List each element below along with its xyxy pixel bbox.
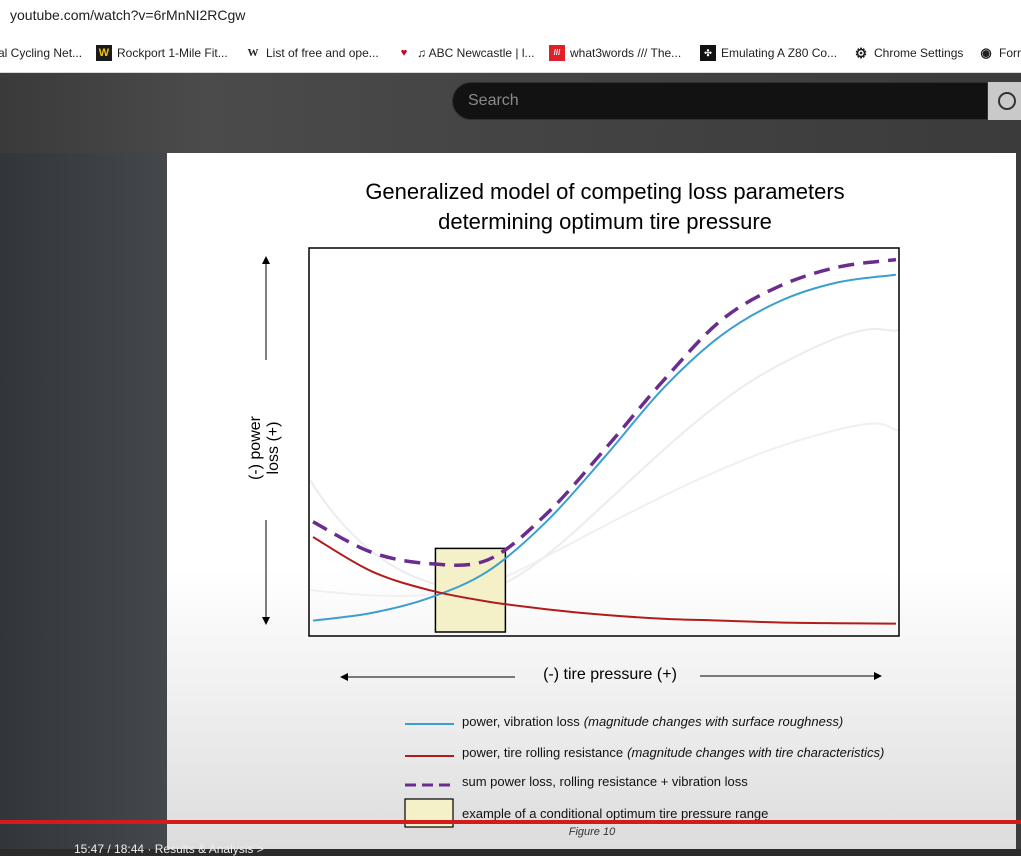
chart-title-line-1: Generalized model of competing loss para… [365,179,845,204]
bookmark-z80[interactable]: ✣ Emulating A Z80 Co... [700,44,837,62]
y-axis-label: (-) power loss (+) [247,416,282,481]
search-button[interactable] [988,82,1021,120]
video-time: 15:47 / 18:44 · Results & Analysis > [74,842,264,856]
w-logo-icon: W [96,45,112,61]
gear-icon: ⚙ [854,45,868,61]
bookmark-wikipedia[interactable]: W List of free and ope... [245,44,379,62]
series-line-0 [312,273,897,622]
video-controls: 15:47 / 18:44 · Results & Analysis > [0,826,1021,856]
legend-sum-power-loss: sum power loss, rolling resistance + vib… [404,770,748,792]
bookmark-cycling[interactable]: al Cycling Net... [0,46,83,60]
x-axis-label: (-) tire pressure (+) [543,666,677,683]
series-line-2 [312,257,897,568]
legend-rolling-resistance: power, tire rolling resistance (magnitude… [404,741,884,763]
search-icon [998,92,1016,110]
wikipedia-icon: W [247,47,259,59]
bookmark-what3words[interactable]: /// what3words /// The... [549,44,681,62]
ghost-curve-2 [309,422,901,597]
series-line-1 [312,536,897,625]
bookmarks-bar: al Cycling Net... W Rockport 1-Mile Fit.… [0,33,1021,73]
video-right-edge [1016,153,1021,849]
video-progress-bar[interactable] [0,820,1021,824]
figure-caption: Figure 10 [568,826,616,838]
legend-swatch-sum [405,783,454,787]
search-placeholder: Search [468,92,519,109]
z80-icon: ✣ [700,45,716,61]
series-layer [312,257,897,625]
what3words-icon: /// [549,45,565,61]
plot-frame [308,247,900,637]
optimum-range-box [434,547,507,633]
ghost-curve-1 [309,327,901,592]
search-input[interactable]: Search [452,82,988,120]
iheart-icon: ♥ [400,47,408,59]
url-text[interactable]: youtube.com/watch?v=6rMnNI2RCgw [10,7,246,23]
bookmark-rockport[interactable]: W Rockport 1-Mile Fit... [96,44,228,62]
bookmark-abc-newcastle[interactable]: ♥ ♫ ABC Newcastle | l... [396,44,535,62]
video-left-panel [0,153,167,849]
chart-title: Generalized model of competing loss para… [300,177,910,237]
address-bar[interactable]: youtube.com/watch?v=6rMnNI2RCgw [0,0,1021,33]
bookmark-forr[interactable]: ◉ Forr [978,44,1021,62]
legend-vibration-loss: power, vibration loss (magnitude changes … [404,710,843,732]
globe-icon: ◉ [980,45,992,60]
legend-swatch-rolling [405,755,454,757]
chart-title-line-2: determining optimum tire pressure [438,209,772,234]
bookmark-chrome-settings[interactable]: ⚙ Chrome Settings [854,45,964,61]
legend-swatch-vibration [405,723,454,725]
